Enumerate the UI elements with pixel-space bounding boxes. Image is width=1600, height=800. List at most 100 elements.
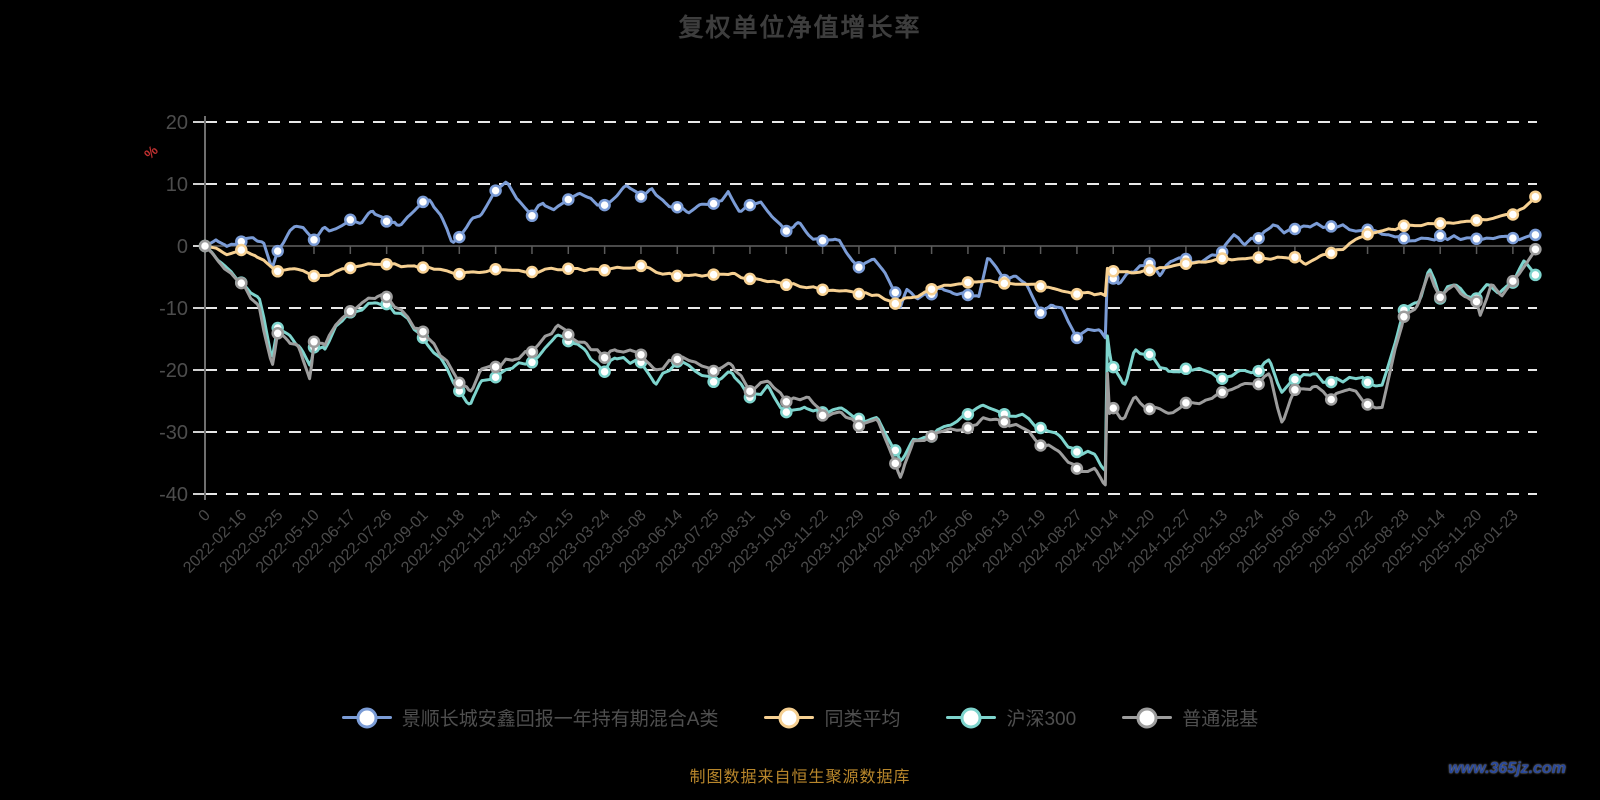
series-marker xyxy=(416,325,430,338)
series-marker xyxy=(1506,231,1520,245)
series-marker xyxy=(562,328,575,342)
series-marker xyxy=(1361,398,1374,411)
series-marker xyxy=(1324,375,1338,389)
series-marker xyxy=(453,376,466,390)
series-marker xyxy=(671,353,684,366)
series-marker xyxy=(743,384,757,398)
watermark-link[interactable]: www.365jz.com xyxy=(1448,760,1566,777)
y-axis-label: 20 xyxy=(166,112,188,134)
series-marker xyxy=(1361,227,1374,241)
series-marker xyxy=(1506,274,1520,288)
legend-label: 普通混基 xyxy=(1182,709,1259,730)
series-marker xyxy=(1034,306,1047,320)
series-marker xyxy=(925,430,938,443)
y-axis-label: -10 xyxy=(159,298,188,320)
series-marker xyxy=(852,287,866,301)
series-marker xyxy=(1529,268,1542,282)
series-marker xyxy=(961,408,975,421)
series-marker xyxy=(1288,222,1302,236)
series-marker xyxy=(1179,257,1193,270)
series-marker xyxy=(1397,232,1411,245)
series-marker xyxy=(1215,252,1229,265)
series-marker xyxy=(1470,295,1483,308)
series-marker xyxy=(598,351,611,364)
series-marker xyxy=(562,193,575,206)
series-marker xyxy=(1433,217,1447,230)
series-marker xyxy=(707,375,720,389)
series-marker xyxy=(271,327,284,340)
series-marker xyxy=(1506,208,1520,221)
series-marker xyxy=(1324,220,1338,233)
chart-canvas: 20100-10-20-30-40%02022-02-162022-03-252… xyxy=(141,112,1542,577)
series-marker xyxy=(1143,348,1156,361)
series-marker xyxy=(1252,231,1265,245)
series-marker xyxy=(489,360,502,374)
series-marker xyxy=(852,260,866,274)
series-marker xyxy=(525,345,539,359)
y-axis-label: 0 xyxy=(177,236,188,258)
legend-marker-icon xyxy=(946,707,997,728)
y-axis-label: -40 xyxy=(159,484,188,506)
series-marker xyxy=(1361,376,1374,389)
series-marker xyxy=(1034,280,1047,293)
series-marker xyxy=(380,215,393,228)
series-marker xyxy=(598,365,611,378)
series-marker xyxy=(525,356,539,369)
legend-item-0[interactable]: 景顺长城安鑫回报一年持有期混合A类 xyxy=(341,704,718,731)
y-axis-label: -20 xyxy=(159,360,188,382)
series-marker xyxy=(1252,377,1265,391)
series-marker xyxy=(1143,263,1156,277)
series-marker xyxy=(889,457,902,470)
series-marker xyxy=(344,261,357,275)
series-marker xyxy=(416,195,430,209)
series-marker xyxy=(1288,373,1302,386)
series-marker xyxy=(1470,214,1483,227)
legend-marker-icon xyxy=(1122,707,1173,728)
series-marker xyxy=(852,419,866,433)
series-marker xyxy=(453,267,466,281)
legend-item-1[interactable]: 同类平均 xyxy=(764,704,900,731)
series-marker xyxy=(1215,386,1229,399)
series-marker xyxy=(1288,383,1302,397)
series-marker xyxy=(1433,229,1447,243)
series-marker xyxy=(453,230,466,244)
series-marker xyxy=(1433,291,1447,304)
series-marker xyxy=(780,278,793,292)
legend-item-2[interactable]: 沪深300 xyxy=(946,704,1076,731)
legend-label: 沪深300 xyxy=(1006,709,1077,730)
y-axis-label: -30 xyxy=(159,422,188,444)
series-marker xyxy=(1215,372,1229,385)
series-marker xyxy=(816,234,829,247)
series-marker xyxy=(1070,445,1084,459)
series-marker xyxy=(816,283,829,296)
series-marker xyxy=(889,286,902,299)
legend-item-3[interactable]: 普通混基 xyxy=(1122,704,1258,731)
series-line-3 xyxy=(203,244,1537,487)
series-marker xyxy=(780,224,793,238)
series-marker xyxy=(743,272,757,286)
series-marker xyxy=(1529,228,1542,242)
series-marker xyxy=(1324,393,1338,406)
series-marker xyxy=(525,209,539,223)
series-marker xyxy=(344,305,357,318)
legend-marker-icon xyxy=(341,707,392,728)
series-marker xyxy=(489,184,502,197)
series-marker xyxy=(235,276,248,290)
series-marker xyxy=(598,198,611,212)
series-marker xyxy=(380,290,393,304)
legend-label: 同类平均 xyxy=(824,709,901,730)
series-marker xyxy=(1529,190,1542,203)
series-marker xyxy=(307,233,321,247)
series-marker xyxy=(344,213,357,227)
series-marker xyxy=(743,198,757,212)
series-marker xyxy=(961,288,975,302)
series-marker xyxy=(634,259,648,273)
series-marker xyxy=(1252,251,1265,264)
series-marker xyxy=(1397,219,1411,233)
series-line-2 xyxy=(203,244,1537,472)
series-marker xyxy=(271,265,284,278)
y-axis-unit-label: % xyxy=(141,142,162,163)
series-marker xyxy=(1107,264,1120,278)
series-marker xyxy=(961,276,975,289)
series-marker xyxy=(1397,310,1411,323)
